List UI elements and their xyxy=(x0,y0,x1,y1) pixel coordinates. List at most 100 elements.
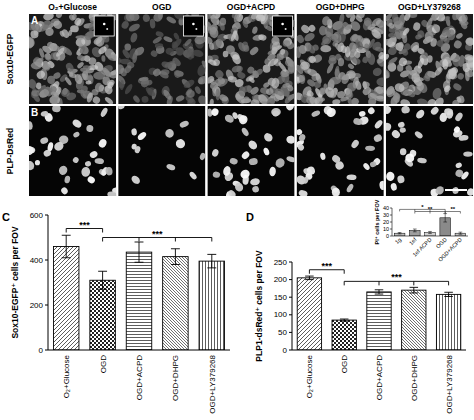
cell-blob xyxy=(256,14,266,22)
cell-blob xyxy=(247,139,259,151)
cell-blob xyxy=(430,38,438,48)
bar-chart: 0200400600O₂+GlucoseOGDOGD+ACPDOGD+DHPGO… xyxy=(2,211,230,414)
cell-blob xyxy=(230,29,239,41)
error-bar xyxy=(135,242,144,262)
cell-blob xyxy=(239,168,252,180)
cell-blob xyxy=(320,45,331,52)
cell-blob xyxy=(196,74,205,86)
inset-dot xyxy=(195,28,197,30)
cell-blob xyxy=(334,65,340,77)
cell-blob xyxy=(94,82,103,92)
cell-blob xyxy=(361,56,369,64)
cell-blob xyxy=(386,14,394,23)
cell-blob xyxy=(251,26,258,35)
bar xyxy=(126,252,151,350)
cell-blob xyxy=(280,48,286,55)
cell-blob xyxy=(390,182,398,191)
cell-blob xyxy=(324,85,336,98)
error-bar xyxy=(398,233,402,234)
error-bar xyxy=(171,249,180,265)
bar xyxy=(402,290,426,350)
panel-letter: B xyxy=(31,107,38,118)
significance-label: ** xyxy=(450,206,455,212)
x-tick-label: OGD+ACPD xyxy=(135,355,144,400)
y-tick xyxy=(45,260,48,261)
cell-blob xyxy=(364,43,369,51)
y-tick-label: 30 xyxy=(383,212,389,218)
cell-blob xyxy=(250,99,260,104)
cell-blob xyxy=(321,15,331,26)
cell-blob xyxy=(55,14,63,19)
cell-blob xyxy=(456,72,464,80)
cell-blob xyxy=(160,60,173,70)
cell-blob xyxy=(345,14,353,17)
cell-blob xyxy=(55,46,66,58)
cell-blob xyxy=(286,155,295,163)
y-tick xyxy=(390,215,392,216)
cell-blob xyxy=(368,93,377,100)
cell-blob xyxy=(399,98,411,104)
bar xyxy=(436,294,460,350)
significance-label: *** xyxy=(322,261,333,271)
cell-blob xyxy=(39,136,49,144)
error-bar xyxy=(410,287,419,293)
micrograph xyxy=(386,14,473,104)
cell-blob xyxy=(390,129,401,140)
cell-blob xyxy=(453,39,463,50)
cell-blob xyxy=(72,131,80,139)
cell-blob xyxy=(81,166,91,177)
cell-blob xyxy=(131,128,137,136)
cell-blob xyxy=(104,96,114,104)
cell-blob xyxy=(362,81,371,89)
cell-blob xyxy=(79,46,87,54)
cell-blob xyxy=(299,74,305,84)
cell-blob xyxy=(123,64,133,74)
cell-blob xyxy=(354,39,365,51)
column-header: OGD xyxy=(152,2,171,12)
cell-blob xyxy=(42,62,52,72)
cell-blob xyxy=(85,80,91,85)
cell-blob xyxy=(306,165,316,175)
cell-blob xyxy=(208,42,214,50)
cell-blob xyxy=(240,127,249,138)
cell-blob xyxy=(199,152,205,161)
cell-blob xyxy=(227,189,237,196)
x-tick-label: O₂+Glucose xyxy=(62,354,71,398)
inset-dot xyxy=(281,23,284,26)
cell-blob xyxy=(220,18,226,26)
cell-blob xyxy=(412,22,421,32)
bar xyxy=(297,278,321,350)
cell-blob xyxy=(212,171,220,178)
row-label: PLP-DsRed xyxy=(5,128,15,174)
cell-blob xyxy=(425,17,434,30)
cell-blob xyxy=(406,90,416,99)
micrograph xyxy=(297,14,384,104)
cell-blob xyxy=(374,85,384,95)
cell-blob xyxy=(130,174,142,185)
y-tick-label: 100 xyxy=(274,310,288,319)
significance-label: *** xyxy=(152,229,163,239)
inset-box xyxy=(183,16,203,36)
cell-blob xyxy=(297,46,302,58)
bar xyxy=(199,261,224,350)
cell-blob xyxy=(226,45,235,55)
cell-blob xyxy=(42,14,54,22)
cell-blob xyxy=(393,17,402,25)
cell-blob xyxy=(441,28,452,37)
x-axis-line xyxy=(392,236,468,237)
cell-blob xyxy=(73,73,84,85)
cell-blob xyxy=(229,157,238,165)
cell-blob xyxy=(175,94,185,102)
cell-blob xyxy=(107,191,116,196)
y-tick xyxy=(289,279,292,280)
cell-blob xyxy=(262,131,274,143)
cell-blob xyxy=(72,156,80,164)
cell-blob xyxy=(332,188,341,196)
cell-blob xyxy=(106,81,114,90)
cell-blob xyxy=(365,146,375,151)
cell-blob xyxy=(71,14,77,21)
cell-blob xyxy=(243,96,250,103)
cell-blob xyxy=(331,154,342,165)
cell-blob xyxy=(312,44,319,51)
cell-blob xyxy=(265,97,277,104)
